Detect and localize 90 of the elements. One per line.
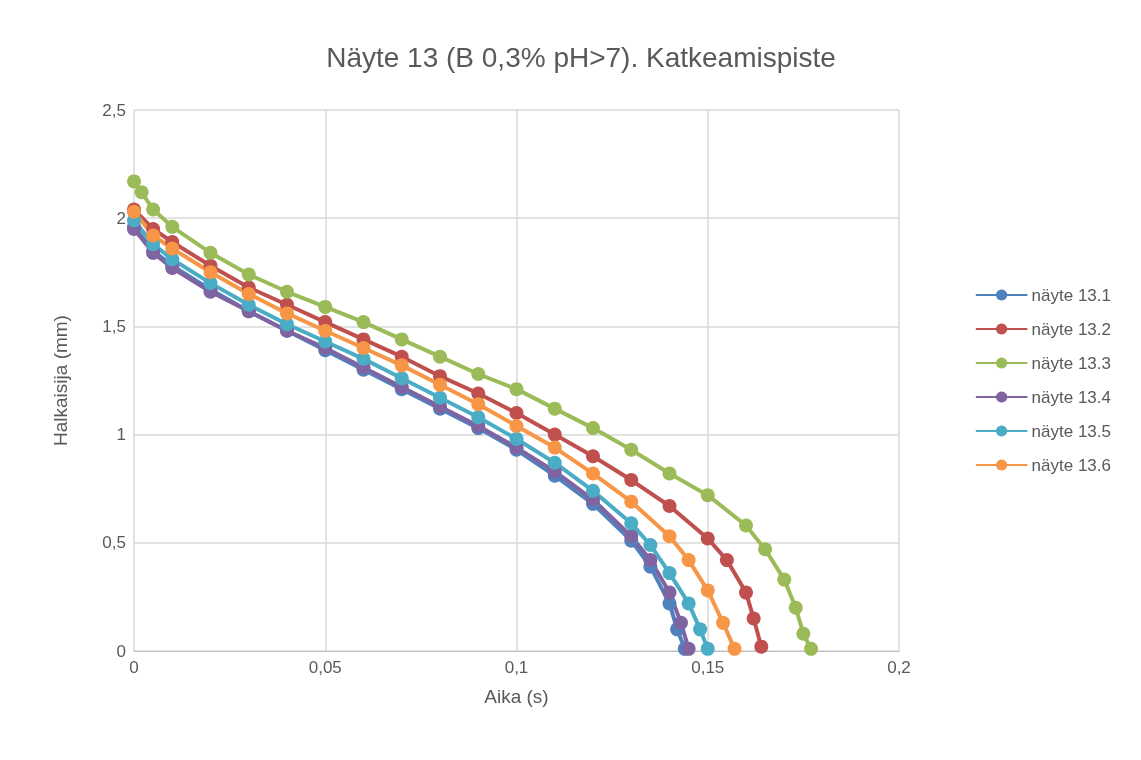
point	[662, 585, 677, 600]
point	[788, 600, 803, 615]
point	[280, 306, 294, 321]
point	[662, 529, 677, 544]
point	[643, 537, 658, 552]
point	[203, 245, 218, 260]
legend-label: näyte 13.2	[1031, 319, 1112, 339]
point	[719, 553, 734, 568]
point	[716, 615, 731, 630]
y-tick-label: 2,5	[102, 100, 126, 120]
x-tick-label: 0,05	[308, 658, 342, 677]
point	[662, 499, 677, 514]
point	[624, 442, 639, 457]
legend-label: näyte 13.3	[1031, 353, 1112, 373]
y-tick-label: 1	[116, 425, 126, 445]
point	[643, 553, 658, 568]
point	[758, 542, 773, 557]
x-tick-label: 0,15	[691, 658, 725, 677]
point	[662, 466, 677, 481]
point	[547, 440, 562, 455]
point	[394, 358, 409, 373]
point	[134, 185, 149, 200]
point	[681, 641, 696, 656]
point	[727, 641, 742, 656]
point	[586, 483, 600, 498]
point	[547, 455, 562, 470]
x-tick-label: 0	[129, 658, 139, 677]
legend-label: näyte 13.6	[1031, 455, 1112, 475]
point	[471, 397, 486, 412]
point	[662, 566, 677, 581]
y-axis-title: Halkaisija (mm)	[50, 315, 71, 446]
point	[624, 516, 639, 531]
point	[509, 382, 524, 397]
point	[700, 488, 715, 503]
point	[165, 219, 180, 234]
point	[146, 202, 161, 217]
point	[681, 553, 696, 568]
point	[509, 418, 524, 433]
point	[433, 390, 447, 405]
point	[146, 228, 161, 243]
legend-label: näyte 13.4	[1031, 387, 1112, 407]
point	[318, 299, 333, 314]
point	[241, 286, 256, 301]
x-tick-label: 0,2	[887, 658, 911, 677]
point	[796, 626, 811, 641]
point	[673, 615, 688, 630]
point	[693, 622, 708, 637]
point	[165, 241, 180, 256]
point	[739, 518, 753, 533]
point	[681, 596, 696, 611]
point	[203, 265, 218, 280]
y-tick-label: 1,5	[102, 316, 126, 336]
point	[318, 323, 333, 338]
point	[127, 174, 141, 189]
point	[280, 284, 294, 299]
point	[433, 349, 447, 364]
point	[547, 401, 562, 416]
point	[471, 367, 486, 381]
point	[624, 494, 639, 509]
point	[754, 639, 769, 654]
point	[700, 641, 715, 656]
y-tick-label: 0	[116, 641, 126, 661]
legend-label: näyte 13.1	[1031, 285, 1112, 305]
point	[547, 427, 562, 442]
x-tick-label: 0,1	[504, 658, 529, 677]
point	[433, 377, 447, 392]
point	[509, 405, 524, 420]
point	[624, 529, 639, 544]
point	[586, 466, 600, 481]
point	[700, 583, 715, 598]
point	[394, 332, 409, 347]
point	[777, 572, 792, 587]
point	[586, 421, 600, 436]
point	[241, 267, 256, 282]
point	[700, 531, 715, 546]
legend-label: näyte 13.5	[1031, 421, 1112, 441]
y-tick-label: 2	[116, 208, 126, 228]
point	[509, 431, 524, 446]
point	[356, 341, 371, 356]
point	[394, 371, 409, 386]
point	[586, 449, 600, 464]
point	[739, 585, 753, 600]
x-axis-title: Aika (s)	[484, 686, 549, 707]
point	[471, 410, 486, 425]
y-tick-label: 0,5	[102, 533, 126, 553]
chart-title: Näyte 13 (B 0,3% pH>7). Katkeamispiste	[326, 41, 836, 73]
point	[356, 315, 371, 330]
point	[624, 473, 639, 488]
point	[746, 611, 761, 626]
point	[804, 641, 819, 656]
